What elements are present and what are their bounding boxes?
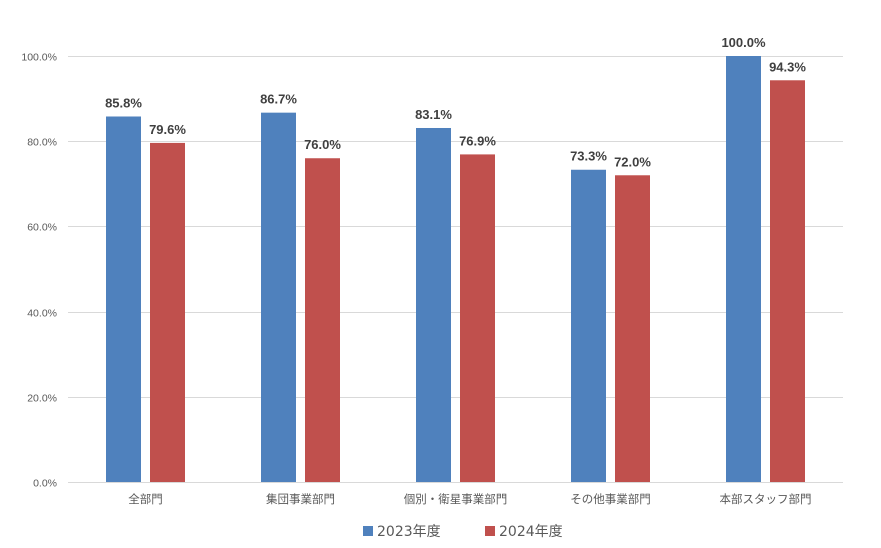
data-label: 76.9% bbox=[459, 133, 496, 148]
data-label: 76.0% bbox=[304, 137, 341, 152]
legend-label: 2023年度 bbox=[377, 524, 441, 540]
bar-series1 bbox=[416, 127, 451, 482]
bars bbox=[106, 56, 805, 483]
bar-series1 bbox=[261, 112, 296, 483]
y-axis-tick-labels: 0.0% 20.0% 40.0% 60.0% 80.0% 100.0% bbox=[21, 52, 57, 490]
y-tick-label: 80.0% bbox=[27, 137, 57, 149]
bar-series2 bbox=[150, 142, 185, 483]
legend-swatch bbox=[363, 526, 373, 536]
data-label: 72.0% bbox=[614, 154, 651, 169]
bar-series2 bbox=[305, 158, 340, 483]
bar-series2 bbox=[460, 154, 495, 482]
y-tick-label: 60.0% bbox=[27, 222, 57, 234]
data-label: 86.7% bbox=[260, 92, 297, 107]
y-tick-label: 100.0% bbox=[21, 52, 57, 64]
data-label: 73.3% bbox=[570, 149, 607, 164]
data-label: 83.1% bbox=[415, 107, 452, 122]
bar-series1 bbox=[726, 56, 761, 482]
data-label: 79.6% bbox=[149, 122, 186, 137]
y-tick-label: 40.0% bbox=[27, 308, 57, 320]
legend-label: 2024年度 bbox=[499, 524, 563, 540]
data-label: 100.0% bbox=[721, 35, 766, 50]
category-label: その他事業部門 bbox=[570, 492, 651, 506]
category-label: 集団事業部門 bbox=[266, 492, 335, 506]
bar-series1 bbox=[106, 116, 141, 482]
category-label: 本部スタッフ部門 bbox=[720, 492, 812, 506]
gridlines bbox=[68, 56, 843, 483]
data-label: 94.3% bbox=[769, 59, 806, 74]
y-tick-label: 20.0% bbox=[27, 393, 57, 405]
legend-swatch bbox=[485, 526, 495, 536]
category-label: 全部門 bbox=[128, 492, 163, 506]
y-tick-label: 0.0% bbox=[33, 478, 57, 490]
bar-series2 bbox=[615, 175, 650, 482]
bar-series2 bbox=[770, 80, 805, 483]
bar-series1 bbox=[571, 169, 606, 482]
data-label: 85.8% bbox=[105, 95, 142, 110]
data-labels: 85.8% 79.6% 86.7% 76.0% 83.1% 76.9% 73.3% 72.0%… bbox=[105, 35, 806, 169]
x-axis-category-labels: 全部門 集団事業部門 個別・衛星事業部門 その他事業部門 本部スタッフ部門 bbox=[128, 492, 811, 506]
legend: 2023年度 2024年度 bbox=[363, 524, 563, 540]
category-label: 個別・衛星事業部門 bbox=[404, 492, 508, 506]
